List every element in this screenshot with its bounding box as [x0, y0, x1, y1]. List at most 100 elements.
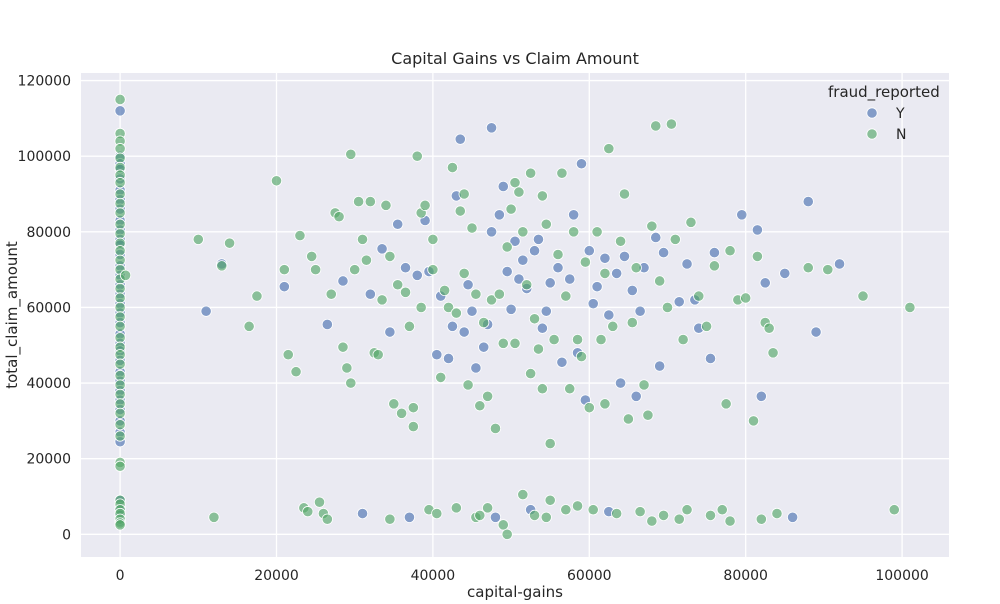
data-point-n [591, 226, 603, 238]
data-point-n [708, 260, 721, 272]
data-point-y [657, 247, 670, 259]
data-point-y [466, 305, 478, 317]
data-point-n [114, 218, 126, 230]
data-point-n [384, 250, 396, 262]
data-point-n [650, 120, 662, 132]
data-point-n [755, 513, 767, 525]
data-point-n [114, 245, 126, 257]
x-axis-label: capital-gains [467, 583, 563, 600]
data-point-n [607, 320, 619, 332]
data-point-n [114, 254, 126, 266]
data-point-n [243, 320, 255, 332]
data-point-n [724, 515, 736, 527]
data-point-n [654, 275, 666, 287]
data-point-y [200, 305, 212, 317]
data-point-n [114, 177, 126, 189]
data-point-n [528, 509, 541, 522]
data-point-n [501, 528, 513, 540]
data-point-y [392, 218, 404, 230]
data-point-n [556, 167, 568, 179]
data-point-y [478, 341, 490, 353]
grid-lines [81, 73, 949, 557]
data-point-y [587, 298, 599, 310]
data-point-n [579, 256, 591, 268]
data-point-n [720, 398, 732, 410]
data-point-n [587, 504, 599, 516]
data-point-n [462, 379, 474, 391]
data-point-y [411, 269, 423, 281]
data-point-y [568, 209, 580, 221]
data-point-y [399, 262, 412, 274]
data-point-n [482, 390, 494, 402]
data-point-n [693, 290, 705, 302]
data-point-y [501, 265, 513, 278]
data-point-n [114, 188, 126, 200]
data-point-n [114, 460, 126, 472]
data-point-n [544, 494, 556, 506]
data-point-n [396, 407, 408, 419]
data-point-n [114, 292, 126, 304]
data-point-y [321, 318, 333, 331]
data-point-n [685, 216, 697, 228]
data-point-n [407, 420, 419, 433]
data-point-y [493, 209, 505, 221]
data-point-n [223, 237, 236, 249]
data-point-n [450, 307, 462, 319]
data-point-n [114, 379, 126, 391]
data-point-n [673, 513, 685, 525]
data-point-n [638, 379, 650, 391]
data-point-n [552, 248, 564, 261]
data-point-n [560, 504, 572, 516]
x-tick-label: 20000 [254, 568, 299, 584]
data-point-y [505, 303, 517, 315]
data-point-y [536, 322, 548, 334]
x-tick-label: 80000 [723, 568, 768, 584]
y-tick-label: 20000 [26, 452, 71, 468]
legend-label-y: Y [895, 106, 905, 122]
data-point-n [321, 513, 333, 525]
data-point-y [278, 281, 290, 293]
data-point-n [544, 437, 556, 450]
data-point-y [654, 360, 666, 372]
data-point-n [642, 409, 654, 421]
data-point-y [403, 511, 416, 523]
data-point-n [474, 509, 486, 522]
data-point-n [345, 148, 357, 160]
data-point-y [704, 352, 717, 365]
data-point-n [634, 506, 646, 518]
data-point-n [501, 241, 513, 253]
plot-background [81, 73, 949, 557]
data-point-n [646, 515, 658, 527]
data-point-n [192, 233, 204, 245]
data-point-y [599, 252, 611, 264]
data-point-n [802, 262, 814, 274]
data-point-y [556, 356, 568, 368]
data-point-n [767, 347, 779, 359]
x-tick-label: 40000 [411, 568, 456, 584]
data-point-y [485, 226, 498, 238]
data-point-n [114, 398, 126, 410]
data-point-n [376, 294, 388, 306]
data-point-y [544, 277, 556, 289]
data-point-n [325, 288, 337, 300]
data-point-n [306, 250, 318, 262]
data-point-n [431, 507, 443, 520]
data-point-n [353, 195, 365, 208]
data-point-y [532, 233, 545, 245]
data-point-n [521, 279, 533, 291]
data-point-n [384, 513, 396, 525]
data-point-n [114, 143, 126, 155]
data-point-n [313, 496, 326, 508]
data-point-y [833, 258, 846, 270]
data-point-y [802, 195, 814, 208]
data-point-n [466, 222, 478, 234]
data-point-n [399, 286, 412, 298]
data-point-n [114, 519, 126, 531]
data-point-n [114, 388, 126, 401]
x-tick-label: 100000 [875, 568, 928, 584]
x-tick-label: 60000 [567, 568, 612, 584]
data-point-n [669, 233, 681, 245]
data-point-n [474, 400, 486, 412]
data-point-n [114, 282, 126, 295]
